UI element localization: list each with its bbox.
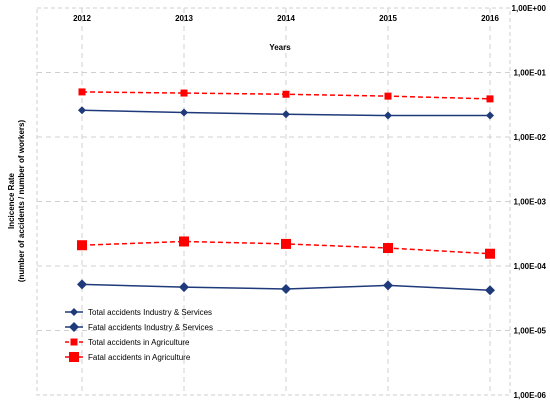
legend-swatch-marker: [69, 352, 79, 362]
legend-swatch-marker: [70, 338, 78, 346]
x-axis-label: Years: [269, 43, 291, 52]
series-lines: [77, 88, 495, 296]
y-axis-label-line-2: (number of accidents / number of workers…: [17, 120, 26, 283]
data-point: [78, 106, 86, 115]
y-axis-label: Incicence Rate (number of accidents / nu…: [7, 120, 26, 283]
data-point: [486, 95, 494, 103]
data-point: [383, 243, 393, 254]
data-point: [78, 88, 86, 96]
y-tick-label: 1,00E-05: [514, 327, 547, 336]
data-point: [486, 111, 494, 120]
x-tick-labels: 2012 2013 2014 2015 2016: [73, 14, 499, 23]
y-tick-label: 1,00E+00: [512, 4, 547, 13]
legend-label: Fatal accidents in Agriculture: [88, 353, 191, 362]
data-point: [281, 283, 291, 294]
data-point: [282, 110, 290, 119]
data-point: [179, 282, 189, 293]
series-1: [78, 106, 494, 120]
data-point: [384, 92, 392, 100]
data-point: [485, 285, 495, 296]
y-axis-label-line-1: Incicence Rate: [7, 172, 16, 229]
x-tick-label: 2016: [481, 14, 499, 23]
data-point: [282, 90, 290, 98]
data-point: [179, 236, 189, 247]
y-tick-label: 1,00E-03: [514, 198, 547, 207]
legend-item: Total accidents Industry & Services: [65, 308, 212, 317]
x-tick-label: 2012: [73, 14, 91, 23]
legend-label: Fatal accidents Industry & Services: [88, 323, 213, 332]
gridlines: [37, 8, 510, 395]
data-point: [383, 280, 393, 291]
x-tick-label: 2014: [277, 14, 295, 23]
x-tick-label: 2015: [379, 14, 397, 23]
y-tick-label: 1,00E-02: [514, 133, 547, 142]
legend-item: Fatal accidents Industry & Services: [65, 322, 213, 332]
legend-swatch-marker: [70, 308, 78, 316]
series-3: [78, 88, 494, 103]
data-point: [281, 238, 291, 249]
y-tick-label: 1,00E-04: [514, 262, 547, 271]
data-point: [384, 111, 392, 120]
data-point: [77, 279, 87, 290]
data-point: [180, 108, 188, 117]
legend-swatch-marker: [69, 322, 79, 332]
x-tick-label: 2013: [175, 14, 193, 23]
y-tick-labels: 1,00E+00 1,00E-01 1,00E-02 1,00E-03 1,00E-04…: [512, 4, 547, 400]
legend-item: Fatal accidents in Agriculture: [65, 352, 191, 362]
data-point: [485, 248, 495, 259]
series-2: [77, 279, 495, 296]
legend-label: Total accidents Industry & Services: [88, 308, 212, 317]
data-point: [77, 240, 87, 251]
y-tick-label: 1,00E-06: [514, 391, 547, 400]
legend-item: Total accidents in Agriculture: [65, 338, 190, 347]
legend-label: Total accidents in Agriculture: [88, 338, 190, 347]
series-4: [77, 236, 495, 259]
y-tick-label: 1,00E-01: [514, 69, 547, 78]
data-point: [180, 89, 188, 97]
legend: Total accidents Industry & Services Fatal…: [65, 308, 213, 362]
